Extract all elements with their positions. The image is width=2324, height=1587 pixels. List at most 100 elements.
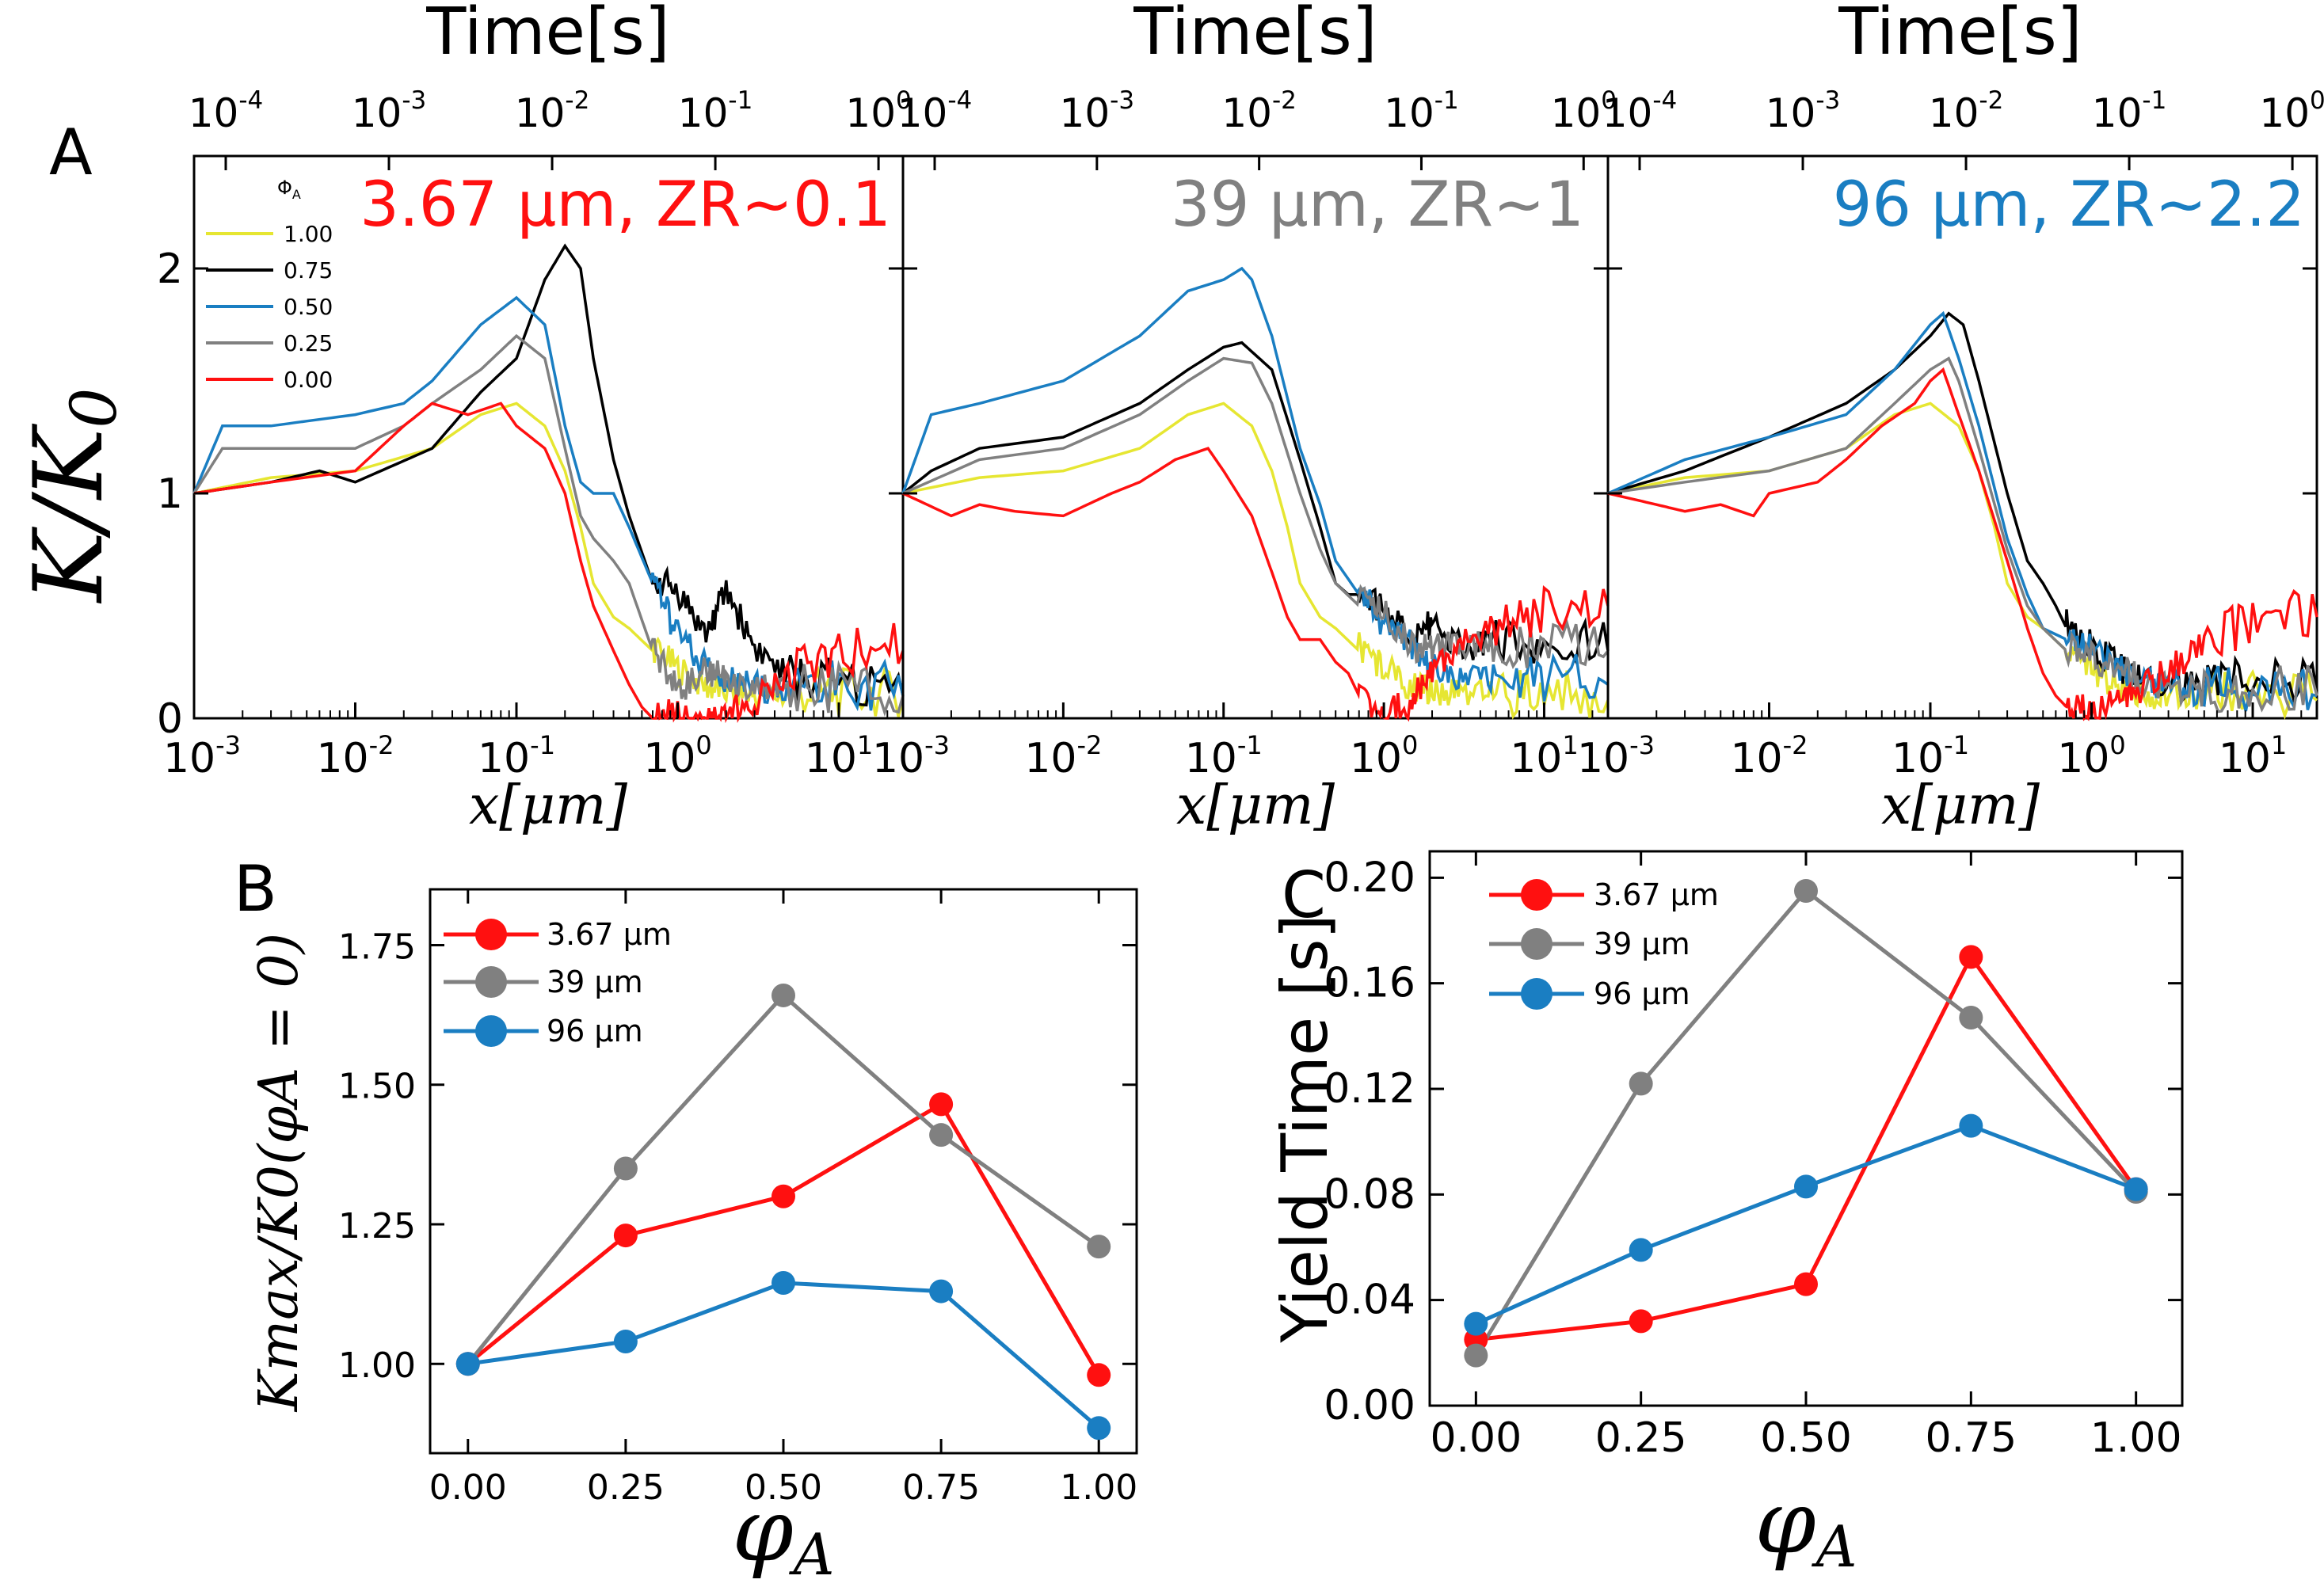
panel-b-axes: 0.00 0.25 0.50 0.75 1.00 1.00 1.25 1.50 1.75: [338, 889, 1137, 1508]
legend-a-title: ΦA: [277, 177, 301, 202]
x-tick-label-a3-1-base: 10: [1730, 735, 1782, 782]
legend-a-label-1: 1.00: [284, 221, 333, 247]
x-tick-label-a1-2-exp: -1: [530, 730, 555, 760]
top-tick-label-a1-3-exp: -1: [728, 86, 752, 115]
y-tick-label-c-3: 0.12: [1324, 1065, 1415, 1113]
top-tick-label-a1-0: 10-4: [189, 86, 264, 136]
y-tick-label-a-0: 0: [157, 695, 183, 743]
x-tick-label-a3-2-exp: -1: [1944, 730, 1969, 760]
top-tick-label-a3-4: 100: [2259, 86, 2324, 136]
top-tick-label-a2-1-base: 10: [1060, 90, 1111, 136]
data-point-b-1-1: [613, 1156, 638, 1181]
data-point-c-1-1: [1629, 1071, 1653, 1096]
legend-c-marker-3: [1521, 978, 1553, 1010]
legend-b-label-3: 96 μm: [547, 1014, 643, 1048]
series-line-a1-0_75: [193, 243, 905, 707]
x-tick-label-a2-3-base: 10: [1350, 735, 1402, 782]
top-tick-label-a1-1: 10-3: [352, 86, 427, 136]
panel-c-ylabel: Yield Time [s]: [1268, 914, 1342, 1343]
subplot-a3-annotation: 96 μm, ZR~2.2: [1833, 169, 2305, 241]
legend-a-label-2: 0.75: [284, 257, 333, 284]
top-tick-label-a2-0-base: 10: [897, 90, 948, 136]
top-tick-label-a1-0-base: 10: [189, 90, 239, 136]
y-tick-label-c-4: 0.16: [1324, 960, 1415, 1007]
subplot-a1-top-axis-label: Time[s]: [425, 0, 669, 70]
x-tick-label-a1-1: 10-2: [316, 730, 394, 782]
legend-c-label-2: 39 μm: [1594, 927, 1690, 961]
legend-b-marker-1: [475, 919, 507, 950]
top-tick-label-a2-2-base: 10: [1221, 90, 1272, 136]
x-tick-label-a2-0-base: 10: [872, 735, 924, 782]
panel-a-label: A: [49, 116, 93, 189]
legend-b: 3.67 μm 39 μm 96 μm: [444, 917, 672, 1048]
x-tick-label-a1-0: 10-3: [163, 730, 241, 782]
subplot-a3-top-axis-label: Time[s]: [1838, 0, 2082, 70]
series-line-a3-0_00: [1607, 367, 2318, 721]
x-tick-label-a3-4: 101: [2219, 730, 2288, 782]
data-point-c-1-3: [1959, 1006, 1983, 1029]
top-tick-label-a1-2: 10-2: [515, 86, 590, 136]
data-point-c-2-3: [1959, 1113, 1983, 1138]
series-line-a1-0_00: [193, 402, 905, 724]
series-line-b-0: [467, 1101, 1101, 1376]
top-tick-label-a1-4-base: 10: [845, 90, 896, 136]
x-tick-label-a1-0-exp: -3: [215, 730, 241, 760]
subplot-a1-annotation: 3.67 μm, ZR~0.1: [360, 169, 891, 241]
data-point-c-0-1: [1629, 1309, 1653, 1334]
series-line-a2-1_00: [902, 402, 1610, 720]
panel-b-xlabel-base: φ: [732, 1479, 793, 1581]
legend-c-marker-2: [1521, 928, 1553, 960]
top-tick-label-a3-1-exp: -3: [1815, 86, 1840, 115]
top-tick-label-a1-0-exp: -4: [238, 86, 263, 115]
y-tick-label-b-3: 1.75: [338, 927, 416, 967]
subplot-a3-series: [1607, 310, 2318, 721]
top-tick-label-a3-4-base: 10: [2259, 90, 2310, 136]
x-tick-label-a2-4: 101: [1510, 730, 1579, 782]
x-tick-label-a2-1-base: 10: [1024, 735, 1076, 782]
x-tick-label-a2-1: 10-2: [1024, 730, 1102, 782]
x-tick-label-c-3: 0.75: [1925, 1414, 2017, 1462]
top-tick-label-a3-3: 10-1: [2092, 86, 2167, 136]
top-tick-label-a2-1: 10-3: [1060, 86, 1135, 136]
data-point-b-2-3: [929, 1279, 954, 1303]
y-tick-label-b-1: 1.25: [338, 1206, 416, 1246]
legend-a-label-4: 0.25: [284, 330, 333, 356]
legend-a-title-sub: A: [292, 187, 301, 202]
x-tick-label-a1-4-exp: 1: [857, 730, 873, 760]
data-point-b-0-4: [1087, 1363, 1111, 1387]
top-tick-label-a3-1: 10-3: [1766, 86, 1841, 136]
x-tick-label-a2-4-exp: 1: [1562, 730, 1578, 760]
top-tick-label-a1-4-exp: 0: [896, 86, 912, 115]
legend-b-label-1: 3.67 μm: [547, 917, 672, 952]
panel-a-ylabel: K/K0: [14, 388, 131, 604]
data-point-c-2-2: [1794, 1174, 1818, 1199]
panel-c-xlabel: φA: [1754, 1471, 1857, 1580]
series-line-a3-1_00: [1607, 402, 2318, 721]
panel-b-label: B: [234, 852, 277, 926]
top-tick-label-a3-2-base: 10: [1929, 90, 1979, 136]
subplot-a2-xlabel: x[μm]: [1176, 774, 1335, 837]
top-tick-label-a1-2-base: 10: [515, 90, 566, 136]
top-tick-label-a3-0-exp: -4: [1652, 86, 1677, 115]
top-tick-label-a3-2-exp: -2: [1979, 86, 2003, 115]
x-tick-label-a1-2: 10-1: [478, 730, 555, 782]
x-tick-label-a3-0-exp: -3: [1629, 730, 1655, 760]
x-tick-label-a2-2: 10-1: [1185, 730, 1263, 782]
data-point-c-2-1: [1629, 1238, 1653, 1262]
top-tick-label-a2-4-base: 10: [1551, 90, 1602, 136]
top-tick-label-a3-3-exp: -1: [2142, 86, 2166, 115]
top-tick-label-a2-4-exp: 0: [1601, 86, 1617, 115]
y-tick-label-c-1: 0.04: [1324, 1277, 1415, 1324]
x-tick-label-a1-2-base: 10: [478, 735, 530, 782]
data-point-b-2-1: [613, 1330, 638, 1354]
panel-b: B 0.00 0.25 0.50 0.75 1.00 1.00 1.25 1.50 1.75 K…: [234, 852, 1138, 1587]
y-tick-label-c-2: 0.08: [1324, 1170, 1415, 1218]
legend-c-marker-1: [1521, 879, 1553, 911]
panel-b-ylabel-text: Kmax/K0(φA = 0): [248, 933, 311, 1413]
x-tick-label-a2-3: 100: [1350, 730, 1419, 782]
top-tick-label-a3-3-base: 10: [2092, 90, 2143, 136]
legend-b-marker-3: [475, 1015, 507, 1047]
top-tick-label-a2-2: 10-2: [1221, 86, 1297, 136]
panel-b-xlabel-sub: A: [789, 1521, 835, 1587]
